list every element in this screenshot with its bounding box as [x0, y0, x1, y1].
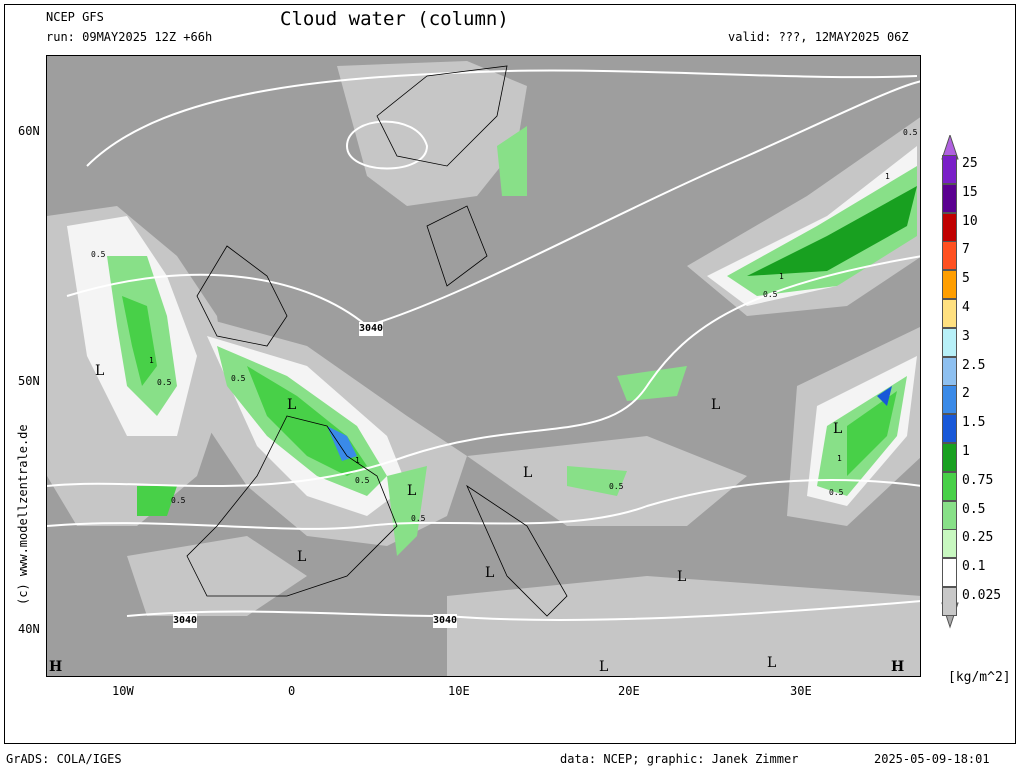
legend-swatch — [942, 299, 957, 328]
coastlines — [186, 65, 568, 617]
legend-swatch — [942, 558, 957, 588]
model-name: NCEP GFS — [46, 10, 104, 24]
legend-label: 3 — [962, 328, 970, 344]
side-credit: (c) www.modellzentrale.de — [16, 424, 30, 605]
legend-swatch — [942, 241, 957, 271]
legend-swatch — [942, 356, 957, 386]
legend-unit: [kg/m^2] — [948, 670, 1011, 685]
legend-swatch — [942, 327, 957, 357]
legend-label: 2.5 — [962, 357, 986, 373]
legend-label: 0.75 — [962, 472, 994, 488]
low-marker: L — [485, 565, 495, 581]
contour-value: 0.5 — [91, 250, 106, 259]
low-marker: L — [407, 483, 417, 499]
legend-swatch — [942, 270, 957, 300]
legend-label: 0.025 — [962, 588, 1002, 603]
legend-swatch — [942, 471, 957, 501]
high-marker: H — [49, 659, 63, 675]
contour-value: 0.5 — [171, 496, 186, 505]
legend-swatch — [942, 385, 957, 415]
contour-value: 1 — [779, 272, 784, 281]
lat-label-60n: 60N — [18, 124, 40, 138]
run-info: run: 09MAY2025 12Z +66h — [46, 30, 213, 44]
contour-value: 1 — [885, 172, 890, 181]
contour-value: 0.5 — [763, 290, 778, 299]
contour-value: 0.5 — [411, 514, 426, 523]
low-marker: L — [767, 655, 777, 671]
low-marker: L — [95, 363, 105, 379]
pressure-label: 3040 — [433, 614, 458, 628]
lon-label-30e: 30E — [790, 684, 812, 698]
contour-value: 0.5 — [829, 488, 844, 497]
pressure-label: 3040 — [359, 322, 384, 336]
contour-value: 0.5 — [355, 476, 370, 485]
legend-label: 5 — [962, 271, 970, 287]
legend-label: 10 — [962, 213, 978, 229]
lat-label-40n: 40N — [18, 622, 40, 636]
weather-map: 3040 3040 3040 L L L L L L L L L L L H H… — [46, 55, 921, 677]
legend-swatch — [942, 183, 957, 213]
legend-swatch — [942, 529, 957, 559]
contour-value: 1 — [837, 454, 842, 463]
legend-label: 4 — [962, 300, 970, 315]
contour-value: 0.5 — [903, 128, 918, 137]
legend-label: 0.1 — [962, 559, 986, 575]
lat-label-50n: 50N — [18, 374, 40, 388]
legend-swatch — [942, 414, 957, 444]
legend-label: 2 — [962, 386, 970, 402]
geopotential-contours — [47, 69, 920, 622]
low-marker: L — [523, 465, 533, 481]
low-marker: L — [677, 569, 687, 585]
footer-credits: data: NCEP; graphic: Janek Zimmer — [560, 752, 799, 766]
lon-label-20e: 20E — [618, 684, 640, 698]
legend-label: 1.5 — [962, 415, 986, 431]
legend-label: 25 — [962, 156, 978, 171]
footer-software: GrADS: COLA/IGES — [6, 752, 122, 766]
contour-value: 1 — [355, 456, 360, 465]
low-marker: L — [711, 397, 721, 413]
legend-label: 15 — [962, 184, 978, 200]
legend-swatch — [942, 587, 957, 616]
lon-label-10e: 10E — [448, 684, 470, 698]
low-marker: L — [287, 397, 297, 413]
legend-swatch — [942, 443, 957, 472]
low-marker: L — [599, 659, 609, 675]
valid-time: valid: ???, 12MAY2025 06Z — [728, 30, 909, 44]
contour-value: 0.5 — [157, 378, 172, 387]
legend-swatch — [942, 155, 957, 184]
lon-label-10w: 10W — [112, 684, 134, 698]
contour-value: 1 — [149, 356, 154, 365]
legend-label: 1 — [962, 444, 970, 459]
contour-value: 0.5 — [609, 482, 624, 491]
pressure-label: 3040 — [173, 614, 198, 628]
legend-label: 7 — [962, 242, 970, 258]
legend-swatch — [942, 212, 957, 242]
map-title: Cloud water (column) — [280, 8, 509, 30]
color-legend: 25 15 10 7 5 4 3 2.5 2 1.5 1 0.75 0.5 0.25 0.1 0.025 — [940, 135, 1020, 635]
legend-label: 0.25 — [962, 530, 994, 546]
map-canvas — [47, 61, 920, 676]
low-marker: L — [833, 421, 843, 437]
lon-label-0: 0 — [288, 684, 296, 698]
low-marker: L — [297, 549, 307, 565]
contour-value: 0.5 — [231, 374, 246, 383]
figure-frame — [4, 4, 1016, 744]
legend-label: 0.5 — [962, 501, 986, 517]
footer-timestamp: 2025-05-09-18:01 — [874, 752, 990, 766]
high-marker: H — [891, 659, 905, 675]
legend-swatch — [942, 500, 957, 530]
